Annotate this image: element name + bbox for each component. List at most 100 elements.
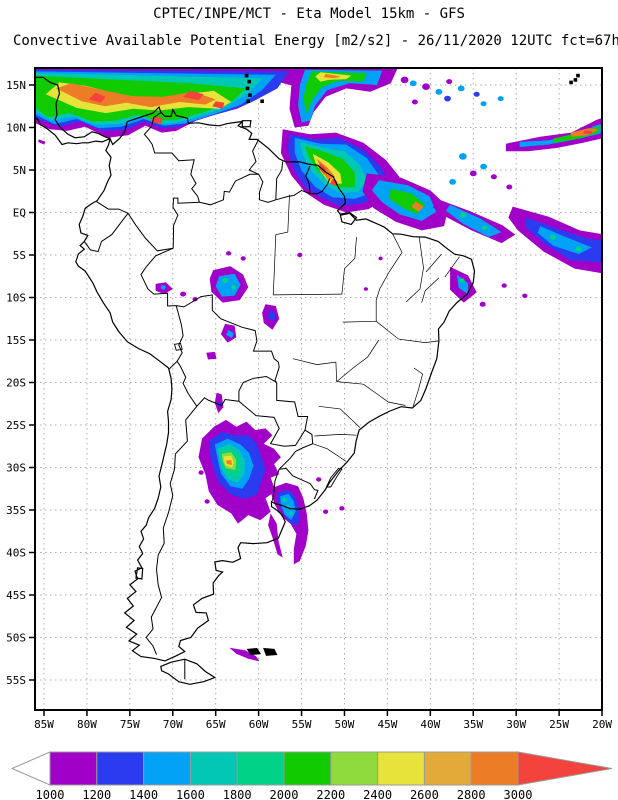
lon-tick-label: 55W xyxy=(292,718,312,731)
coastline xyxy=(135,567,144,580)
cape-cell-level-1000 xyxy=(180,291,187,297)
cape-region-level-1400 xyxy=(456,274,469,295)
colorbar-segment xyxy=(377,751,425,786)
lat-tick-label: 55S xyxy=(6,674,26,687)
cape-cell-level-1000 xyxy=(323,509,329,514)
lat-tick-label: 35S xyxy=(6,504,26,517)
cape-region-level-2800 xyxy=(323,73,341,79)
cape-cell-level-1400 xyxy=(457,85,465,92)
cape-cell-level-1800 xyxy=(481,225,487,230)
cape-cell-level-1000 xyxy=(378,256,383,261)
country-border xyxy=(275,189,311,201)
cape-cell-level-1400 xyxy=(480,163,487,170)
cape-cell-level-1000 xyxy=(411,99,418,105)
map-frame xyxy=(34,67,603,711)
colorbar-segment xyxy=(330,751,379,786)
cape-cell-level-1200 xyxy=(444,95,451,102)
colorbar-segment xyxy=(236,751,285,786)
lat-tick-label: 5N xyxy=(13,164,26,177)
cape-cell-level-1000 xyxy=(522,293,528,298)
cape-region-level-1400 xyxy=(445,204,502,238)
colorbar-segment xyxy=(49,751,98,786)
state-border xyxy=(318,405,361,428)
cape-region-level-1400 xyxy=(519,124,602,148)
cape-cell-level-1000 xyxy=(446,79,453,85)
lat-tick-label: 20S xyxy=(6,377,26,390)
cape-cell-level-1000 xyxy=(198,470,204,475)
country-border xyxy=(176,361,189,394)
colorbar-segment xyxy=(96,751,145,786)
small-island-dot xyxy=(569,80,573,85)
lon-tick-label: 35W xyxy=(463,718,483,731)
cape-region-level-1000 xyxy=(229,647,260,662)
colorbar-label: 1400 xyxy=(129,788,158,800)
cape-region-level-3000 xyxy=(212,101,225,109)
colorbar-segment xyxy=(189,751,238,786)
coastline xyxy=(35,76,111,140)
state-border xyxy=(421,277,440,303)
country-border xyxy=(176,294,280,383)
cape-region-level-3000 xyxy=(329,178,338,187)
country-border xyxy=(143,111,200,203)
country-border xyxy=(310,178,331,195)
cape-cell-level-1000 xyxy=(422,83,430,90)
state-border xyxy=(375,300,439,343)
cape-cell-level-1800 xyxy=(459,278,465,283)
cape-cell-level-1000 xyxy=(400,76,409,84)
colorbar-label: 3000 xyxy=(504,788,533,800)
cape-region-level-3000 xyxy=(88,92,106,103)
cape-cell-level-1800 xyxy=(575,246,582,252)
small-island-dot xyxy=(260,99,264,104)
colorbar-label: 1600 xyxy=(176,788,205,800)
cape-cell-level-1000 xyxy=(192,297,198,302)
lat-tick-label: 30S xyxy=(6,462,26,475)
cape-region-level-1000 xyxy=(38,139,46,145)
cape-region-level-1400 xyxy=(215,273,241,297)
coastline xyxy=(241,120,252,128)
cape-cell-level-1000 xyxy=(479,301,486,307)
country-border xyxy=(140,247,177,307)
lon-tick-label: 60W xyxy=(249,718,269,731)
cape-cell-level-1000 xyxy=(501,283,507,288)
island xyxy=(263,647,278,656)
cape-cell-level-1000 xyxy=(226,251,232,256)
lon-tick-label: 50W xyxy=(335,718,355,731)
coastline xyxy=(75,106,476,662)
cape-region-level-1000 xyxy=(268,513,283,558)
lat-tick-label: EQ xyxy=(13,207,26,220)
small-island-dot xyxy=(245,86,250,91)
country-border xyxy=(305,165,311,194)
cape-cell-level-1000 xyxy=(204,499,210,504)
colorbar-segment xyxy=(470,751,519,786)
state-border xyxy=(335,362,338,382)
state-border xyxy=(341,237,357,295)
cape-cell-level-1000 xyxy=(490,174,497,180)
country-border xyxy=(275,161,284,200)
small-island-dot xyxy=(247,79,251,84)
lon-tick-label: 75W xyxy=(120,718,140,731)
country-border xyxy=(248,139,260,175)
cape-cell-level-1000 xyxy=(469,170,477,177)
cape-region-level-3000 xyxy=(183,90,204,101)
country-border xyxy=(278,429,314,470)
axis-labels: 15N 10N 5N EQ 5S 10S 15S 20S 25S 30S 35S 40S 45S 50S 5… xyxy=(6,79,612,731)
country-border xyxy=(279,467,319,500)
state-border xyxy=(273,293,342,296)
colorbar-label: 1200 xyxy=(82,788,111,800)
lon-tick-label: 65W xyxy=(206,718,226,731)
lon-tick-label: 30W xyxy=(506,718,526,731)
lake-outline xyxy=(325,467,343,488)
lat-tick-label: 10N xyxy=(6,122,26,135)
lon-tick-label: 40W xyxy=(420,718,440,731)
cape-cell-level-1400 xyxy=(497,96,504,102)
lat-tick-label: 10S xyxy=(6,292,26,305)
state-border xyxy=(292,358,336,365)
colorbar-label: 2400 xyxy=(363,788,392,800)
lat-tick-label: 25S xyxy=(6,419,26,432)
cape-cell-level-1400 xyxy=(480,101,487,107)
geography xyxy=(35,73,580,685)
colorbar-label: 2600 xyxy=(410,788,439,800)
small-island-dot xyxy=(246,99,251,104)
cape-region-level-3000 xyxy=(583,130,593,135)
